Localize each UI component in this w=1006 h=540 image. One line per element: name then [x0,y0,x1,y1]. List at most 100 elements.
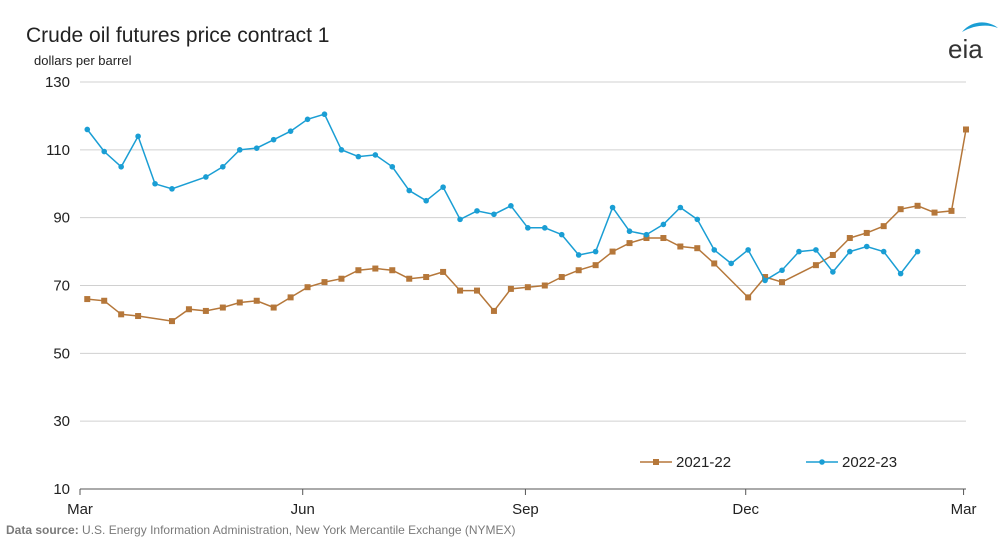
data-point [270,136,277,143]
data-point [287,294,294,301]
data-point [491,211,497,218]
y-tick-label: 10 [53,481,70,498]
data-point [321,111,328,118]
data-point [304,116,311,123]
data-point [677,204,684,211]
data-point [304,284,311,291]
data-point [829,251,836,258]
data-point [169,186,175,192]
data-point [338,147,345,153]
y-tick-label: 30 [53,413,70,430]
eia-logo: eia [948,22,998,62]
x-tick-label: Sep [512,501,539,518]
data-point [185,306,192,313]
legend-label: 2021-22 [676,454,731,471]
data-point [406,187,413,194]
data-point [236,299,243,306]
data-point [745,247,751,253]
data-point [508,202,514,209]
data-point [897,270,904,277]
data-point [762,274,769,281]
data-point [389,163,396,170]
data-point [253,297,260,304]
data-point [457,287,464,294]
chart-title: Crude oil futures price contract 1 [26,24,330,47]
data-point [423,197,429,204]
data-point [575,267,582,274]
y-tick-label: 130 [45,74,70,91]
data-point [287,128,294,134]
x-tick-label: Jun [291,501,315,518]
y-tick-label: 50 [53,345,70,362]
y-axis-label: dollars per barrel [34,53,132,68]
x-tick-label: Mar [67,501,93,518]
data-point [660,235,667,242]
data-source-text: U.S. Energy Information Administration, … [78,523,516,537]
data-point [372,152,379,158]
data-point [321,279,328,286]
data-point [440,268,447,275]
data-point [643,231,650,238]
data-point [507,285,514,292]
data-point [423,274,430,281]
data-point [84,126,91,133]
data-point [863,229,870,236]
x-tick-label: Dec [732,501,759,518]
data-point [846,235,853,242]
x-tick-label: Mar [951,501,977,518]
data-point [897,206,904,213]
data-source-label: Data source: [6,523,79,537]
logo-swoosh [962,22,998,32]
y-tick-label: 70 [53,278,70,295]
series-line-2022-23 [86,113,919,282]
data-point [592,262,599,269]
data-point [118,163,124,170]
data-point [745,294,752,301]
data-point [558,231,565,238]
data-point [490,307,497,314]
data-point [677,243,684,250]
data-point [524,284,531,291]
data-point [406,275,413,282]
y-tick-label: 90 [53,210,70,227]
data-point [626,228,633,235]
data-point [101,297,108,304]
data-point [474,208,480,214]
data-point [457,216,463,223]
data-point [541,282,548,289]
data-point [592,248,599,255]
data-point [762,277,768,284]
data-point [541,225,548,231]
data-point [711,247,718,253]
data-point [355,153,362,160]
data-point [84,296,91,303]
data-point [355,267,362,274]
data-point [643,235,650,242]
data-point [711,260,718,267]
data-point [660,221,667,228]
data-point [270,304,277,311]
data-point [779,279,786,286]
y-tick-label: 110 [46,142,70,159]
logo-text: eia [948,34,983,62]
data-source: Data source: U.S. Energy Information Adm… [6,523,516,537]
data-point [728,260,734,267]
data-point [914,248,921,255]
data-point [152,180,158,187]
data-point [963,126,969,133]
data-point [948,207,955,214]
data-point [135,133,141,140]
data-point [830,269,836,275]
data-point [609,204,616,211]
data-point [694,245,701,252]
data-point [931,209,938,216]
data-point [219,304,226,311]
legend-marker [819,459,825,465]
data-point [796,248,802,255]
data-point [880,223,887,230]
data-point [202,307,209,314]
data-point [779,267,785,274]
data-point [813,247,819,253]
data-point [609,248,616,255]
